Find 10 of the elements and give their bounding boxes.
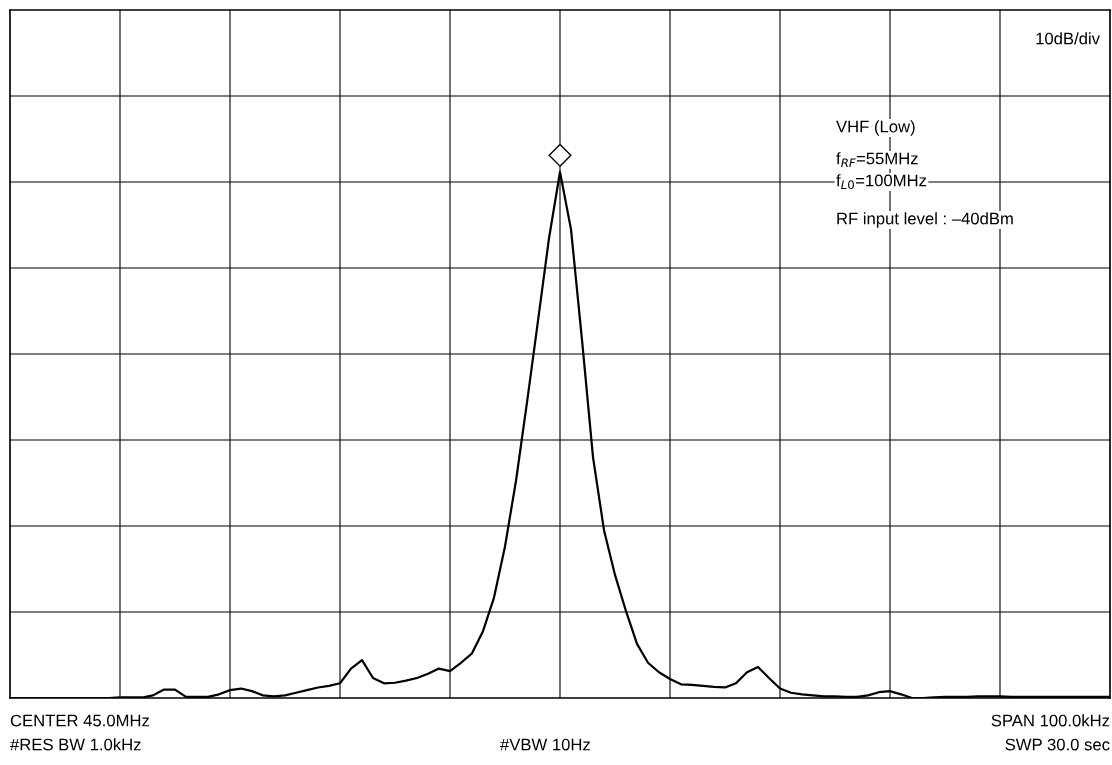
text: f$_{RF}$=55MHz <box>836 152 918 167</box>
annotation: f$_{L0}$=100MHz <box>836 174 927 190</box>
text: CENTER 45.0MHz <box>10 714 150 727</box>
text: SWP 30.0 sec <box>1005 738 1110 751</box>
text: SPAN 100.0kHz <box>991 714 1110 727</box>
text: 10dB/div <box>1036 32 1100 45</box>
text: VHF (Low) <box>836 120 915 136</box>
annotation: RF input level : –40dBm <box>837 212 1013 228</box>
text: #VBW 10Hz <box>500 738 590 751</box>
text: #RES BW 1.0kHz <box>10 738 141 751</box>
